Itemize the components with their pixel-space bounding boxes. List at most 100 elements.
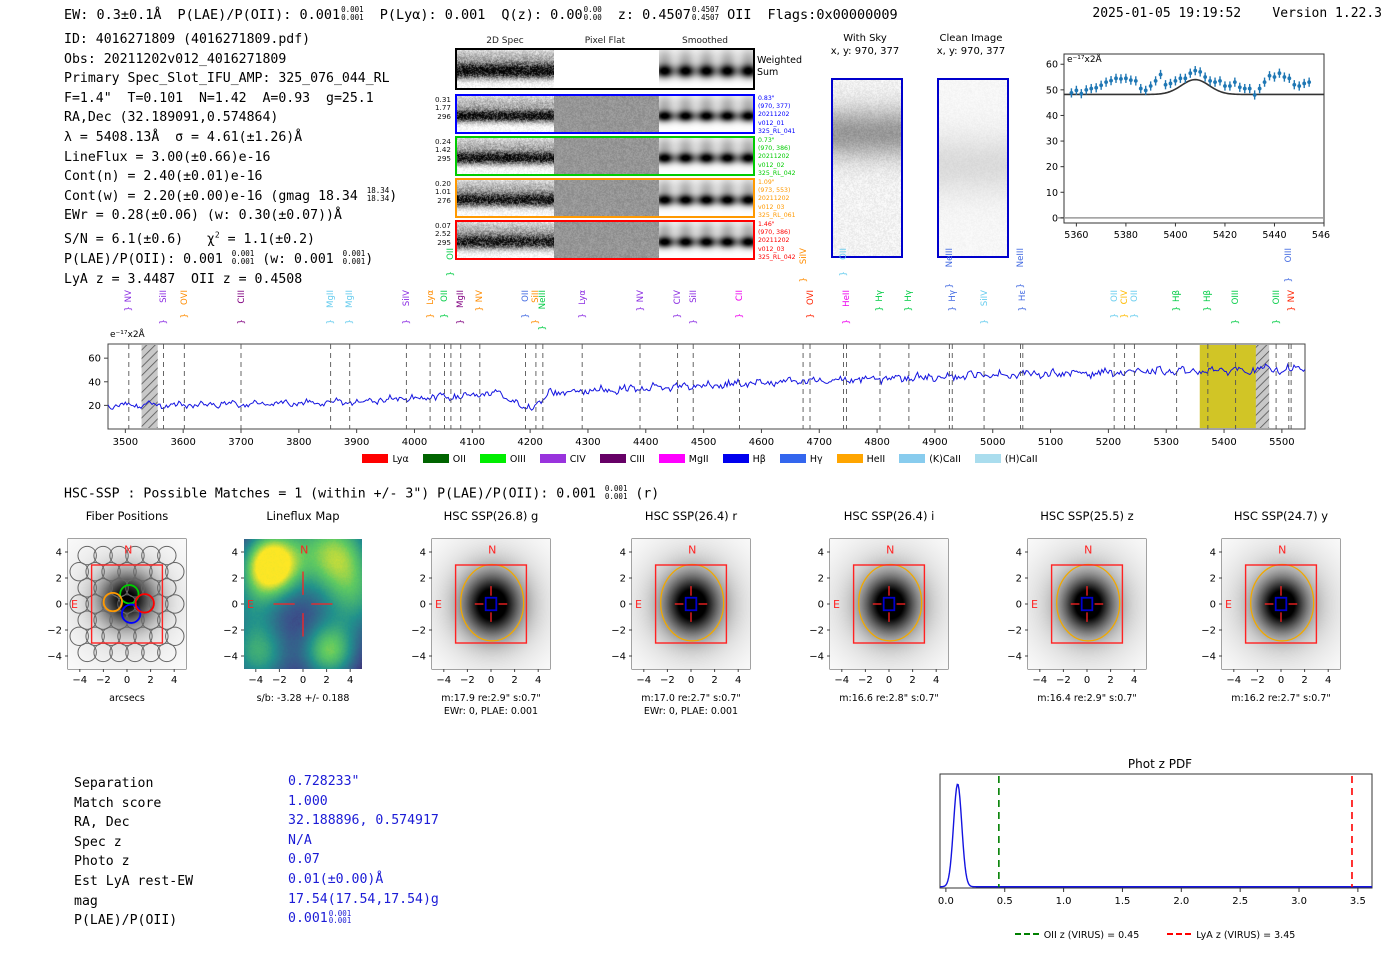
emission-line-brace: } <box>538 325 549 331</box>
emission-line-brace: } <box>179 312 190 319</box>
svg-text:0: 0 <box>1052 213 1058 224</box>
fiber-stat: 2.52 <box>434 229 451 239</box>
photz-legend-item: OII z (VIRUS) = 0.45 <box>1014 930 1139 941</box>
match-table-value: 0.07 <box>288 852 320 868</box>
emission-line-label: OII <box>1109 290 1120 302</box>
emission-line-label: CIV <box>1120 290 1131 305</box>
photz-legend-dash <box>1167 933 1192 935</box>
fiber-stat: 295 <box>437 237 451 247</box>
emission-line-brace: } <box>635 306 646 312</box>
svg-text:20: 20 <box>88 401 101 412</box>
svg-text:0: 0 <box>56 600 62 611</box>
fiber-meta: 1.46" <box>758 221 775 228</box>
fiber-meta: (970, 386) <box>758 229 791 237</box>
svg-text:−4: −4 <box>72 675 87 686</box>
emission-line-brace: } <box>440 312 451 319</box>
panel-caption: m:16.6 re:2.8" s:0.7" <box>790 693 988 706</box>
photz-legend: OII z (VIRUS) = 0.45 LyA z (VIRUS) = 3.45 <box>930 930 1380 941</box>
emission-line-brace: } <box>944 283 955 289</box>
svg-text:2.0: 2.0 <box>1173 896 1189 907</box>
fiber-right-meta: 1.46" (970, 386) 20211202 v012_03 325_RL_042 <box>758 221 828 262</box>
legend-label: MgII <box>688 454 709 465</box>
emission-line-label: CIV <box>673 290 684 305</box>
svg-text:5440: 5440 <box>1262 230 1286 241</box>
spec2d-col-header-smoothed: Smoothed <box>682 36 728 46</box>
fiber-meta: 1.09" <box>758 179 775 186</box>
emission-line-brace: } <box>345 318 356 325</box>
legend-swatch <box>836 454 863 463</box>
header-plya: P(Lyα): 0.001 <box>379 6 486 23</box>
legend-label: Lyα <box>392 454 409 465</box>
legend-item: CIII <box>599 454 645 465</box>
fiber-meta: 325_RL_041 <box>758 127 796 135</box>
svg-text:3600: 3600 <box>170 437 195 448</box>
fiber-meta: 0.73" <box>758 137 775 144</box>
fiber-stat: 296 <box>437 111 451 121</box>
emission-line-brace: } <box>577 312 588 319</box>
svg-text:−2: −2 <box>1250 675 1265 686</box>
legend-swatch <box>539 454 566 463</box>
svg-text:5460: 5460 <box>1312 230 1330 241</box>
emission-line-label: Hγ <box>947 290 958 302</box>
panel-caption-line1: m:16.6 re:2.8" s:0.7" <box>839 693 939 704</box>
emission-line-label: NeIII <box>1015 248 1026 268</box>
svg-text:5360: 5360 <box>1064 230 1088 241</box>
svg-text:4: 4 <box>347 675 353 686</box>
info-plae-poii: P(LAE)/P(OII): 0.001 0.001 0.001 (w: 0.00… <box>64 249 374 267</box>
legend-item: Hβ <box>722 454 766 465</box>
match-table-label: Photo z <box>74 854 130 870</box>
emission-line-label: NV <box>635 290 646 303</box>
emission-line-brace: } <box>1018 306 1029 312</box>
svg-text:50: 50 <box>1046 85 1058 96</box>
svg-text:3700: 3700 <box>228 437 253 448</box>
emission-line-brace: } <box>124 306 135 312</box>
match-table-labels: Separation Match score RA, Dec Spec z Photo … <box>74 774 193 931</box>
emission-line-label: MgII <box>326 290 337 308</box>
fiber-stat: 276 <box>437 195 451 205</box>
info-id: ID: 4016271809 (4016271809.pdf) <box>64 32 311 47</box>
svg-text:0: 0 <box>232 600 238 611</box>
spec2d-col-header-pixelflat: Pixel Flat <box>584 36 626 46</box>
spec2d-col-header-2dspec: 2D Spec <box>486 36 524 46</box>
svg-text:1.5: 1.5 <box>1114 896 1130 907</box>
svg-text:0: 0 <box>1084 675 1090 686</box>
svg-text:−2: −2 <box>47 626 62 637</box>
svg-text:5000: 5000 <box>980 437 1005 448</box>
info-redshifts: LyA z = 3.4487 OII z = 0.4508 <box>64 271 303 287</box>
cutout-title: With Sky <box>843 33 887 44</box>
svg-text:4200: 4200 <box>517 437 542 448</box>
spec2d-image <box>457 96 554 132</box>
emission-line-label: NeIII <box>944 248 955 268</box>
emission-line-label: SiII <box>688 290 699 303</box>
legend-label: OII <box>452 454 466 465</box>
svg-text:4: 4 <box>1325 675 1331 686</box>
fiber-right-meta: 1.09" (973, 553) 20211202 v012_03 325_RL_061 <box>758 179 828 220</box>
fiber-meta: 20211202 <box>758 237 790 245</box>
svg-text:N: N <box>300 543 308 556</box>
fiber-stat: 0.20 <box>434 179 451 188</box>
emission-line-brace: } <box>673 312 684 319</box>
svg-text:−2: −2 <box>809 626 824 637</box>
panel-title: HSC SSP(25.5) z <box>1040 509 1134 523</box>
emission-line-brace: } <box>531 318 542 325</box>
svg-text:4: 4 <box>735 675 741 686</box>
svg-text:60: 60 <box>1046 60 1058 71</box>
emission-line-brace: } <box>1284 276 1295 283</box>
emission-line-label: SiIV <box>979 290 990 307</box>
svg-text:3500: 3500 <box>113 437 138 448</box>
emission-line-label: Hγ <box>904 290 915 302</box>
match-table-label: Est LyA rest-EW <box>74 873 194 889</box>
svg-text:4100: 4100 <box>460 437 485 448</box>
info-wavelength-sigma: λ = 5408.13Å σ = 4.61(±1.26)Å <box>64 129 303 145</box>
svg-text:40: 40 <box>1046 111 1058 122</box>
legend-item: MgII <box>658 454 709 465</box>
legend-swatch <box>899 454 926 463</box>
emission-line-brace: } <box>401 318 412 325</box>
svg-text:4: 4 <box>232 548 238 559</box>
mainspec-units: e⁻¹⁷x2Å <box>110 330 145 340</box>
emission-line-label: OVI <box>805 290 816 306</box>
svg-text:2.5: 2.5 <box>1232 896 1248 907</box>
emission-line-brace: } <box>1271 318 1282 325</box>
svg-text:−4: −4 <box>223 652 238 663</box>
